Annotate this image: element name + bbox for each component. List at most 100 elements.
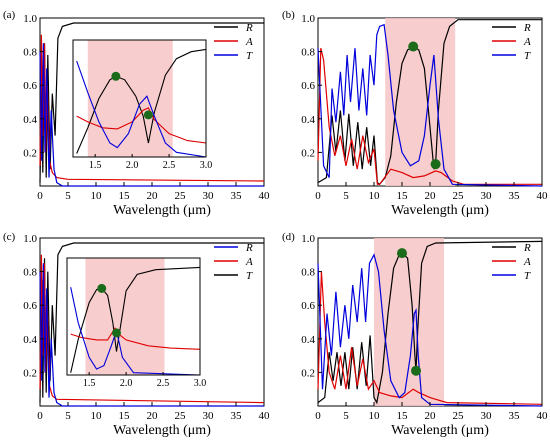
resonance-marker [97,283,107,293]
series-layer [39,22,265,187]
x-tick-label: 30 [203,410,215,422]
inset-x-tick-label: 2.0 [120,378,133,389]
x-tick-label: 0 [37,410,43,422]
y-tick-label: 0.2 [301,367,315,379]
x-tick-label: 40 [537,410,549,422]
legend-label: T [246,50,253,62]
x-tick-label: 25 [453,190,465,202]
inset-x-tick-label: 3.0 [194,378,207,389]
legend-label: A [523,36,531,48]
y-tick-label: 0.6 [301,300,315,312]
x-tick-label: 20 [425,410,437,422]
inset-frame [66,257,201,376]
x-axis-label: Wavelength (μm) [391,203,489,218]
x-tick-label: 10 [91,410,103,422]
inset-x-tick-label: 1.5 [83,378,96,389]
inset-resonance-band [85,258,165,375]
y-tick-label: 0.4 [23,114,37,126]
panel-a: (a) 0 5 10 15 20 25 30 35 40 0.2 0.4 0.6 0.8 1.0 1.5 2… [3,9,270,218]
panel-label: (a) [3,9,16,21]
shade-layer [374,238,444,406]
x-tick-label: 20 [425,190,437,202]
inset-series-line-T [70,266,201,373]
series-line-R [39,22,264,183]
panel-label: (d) [282,231,295,243]
inset-frame [72,39,207,158]
inset-x-tick-label: 1.5 [89,160,102,171]
x-tick-label: 15 [397,190,409,202]
inset-plot: 1.5 2.0 2.5 3.0 [66,257,207,389]
legend: RAT [214,22,253,62]
x-tick-label: 10 [369,190,381,202]
legend-label: R [523,242,531,254]
x-tick-label: 35 [509,410,521,422]
panel-b: (b) 0 5 10 15 20 25 30 35 400.20.40.60.81.0 RAT … [282,9,548,218]
y-tick-label: 0.6 [301,80,315,92]
marker-layer [408,41,441,170]
legend: RAT [214,242,253,282]
legend-label: T [524,270,531,282]
inset-x-tick-label: 3.0 [200,160,213,171]
x-tick-label: 25 [453,410,465,422]
y-tick-label: 0.2 [301,147,315,159]
y-tick-label: 0.6 [23,300,37,312]
legend-label: R [245,22,253,34]
y-tick-label: 0.2 [23,367,37,379]
ticks-layer: 0 5 10 15 20 25 30 35 40 0.2 0.4 0.6 0.8 1.0 [23,233,270,422]
x-tick-label: 25 [175,190,187,202]
x-tick-label: 5 [343,190,349,202]
resonance-marker [143,110,153,120]
x-tick-label: 40 [537,190,549,202]
series-line-A [317,48,542,185]
inset-plot: 1.5 2.0 2.5 3.0 [72,39,213,171]
x-tick-label: 15 [397,410,409,422]
x-tick-label: 10 [369,410,381,422]
series-line-T [39,43,264,187]
marker-layer [97,283,122,338]
y-tick-label: 0.4 [23,334,37,346]
panel-label: (c) [3,231,16,243]
legend: RAT [492,22,531,62]
y-tick-label: 0.4 [301,334,315,346]
inset-series-line-A [76,107,207,144]
inset-series-line-R [70,287,201,376]
resonance-marker [112,328,122,338]
ticks-layer: 0 5 10 15 20 25 30 35 40 0.2 0.4 0.6 0.8 1.0 [301,233,548,422]
panel-d: (d) 0 5 10 15 20 25 30 35 400.20.40.60.81.0 RAT … [282,231,548,438]
inset-shade-layer [72,39,207,158]
x-tick-label: 15 [119,410,131,422]
resonance-band [374,238,444,406]
y-tick-label: 0.8 [23,47,37,59]
x-tick-label: 40 [259,410,271,422]
y-tick-label: 1.0 [301,233,315,245]
inset-resonance-band [87,40,173,157]
x-tick-label: 35 [509,190,521,202]
inset-shade-layer [66,257,201,376]
x-tick-label: 20 [147,410,159,422]
x-tick-label: 5 [343,410,349,422]
x-tick-label: 0 [315,410,321,422]
inset-x-tick-label: 2.5 [163,160,176,171]
series-line-R [317,240,543,405]
x-tick-label: 30 [481,410,493,422]
legend-label: A [245,36,253,48]
ticks-layer: 0 5 10 15 20 25 30 35 40 0.2 0.4 0.6 0.8 1.0 [301,13,548,202]
inset-series-line-R [76,48,207,154]
panel-c: (c) 0 5 10 15 20 25 30 35 40 0.2 0.4 0.6 0.8 1.0 1.5 2… [3,231,270,438]
x-tick-label: 15 [119,190,131,202]
marker-layer [397,248,421,376]
y-tick-label: 0.2 [23,147,37,159]
legend-label: A [245,256,253,268]
y-tick-label: 1.0 [23,233,37,245]
y-tick-label: 1.0 [301,13,315,25]
x-tick-label: 30 [481,190,493,202]
series-line-A [317,271,543,405]
y-tick-label: 0.6 [23,80,37,92]
legend-label: A [523,256,531,268]
y-tick-label: 1.0 [23,13,37,25]
resonance-marker [430,159,441,170]
x-tick-label: 40 [259,190,271,202]
x-tick-label: 5 [65,190,71,202]
x-tick-label: 25 [175,410,187,422]
